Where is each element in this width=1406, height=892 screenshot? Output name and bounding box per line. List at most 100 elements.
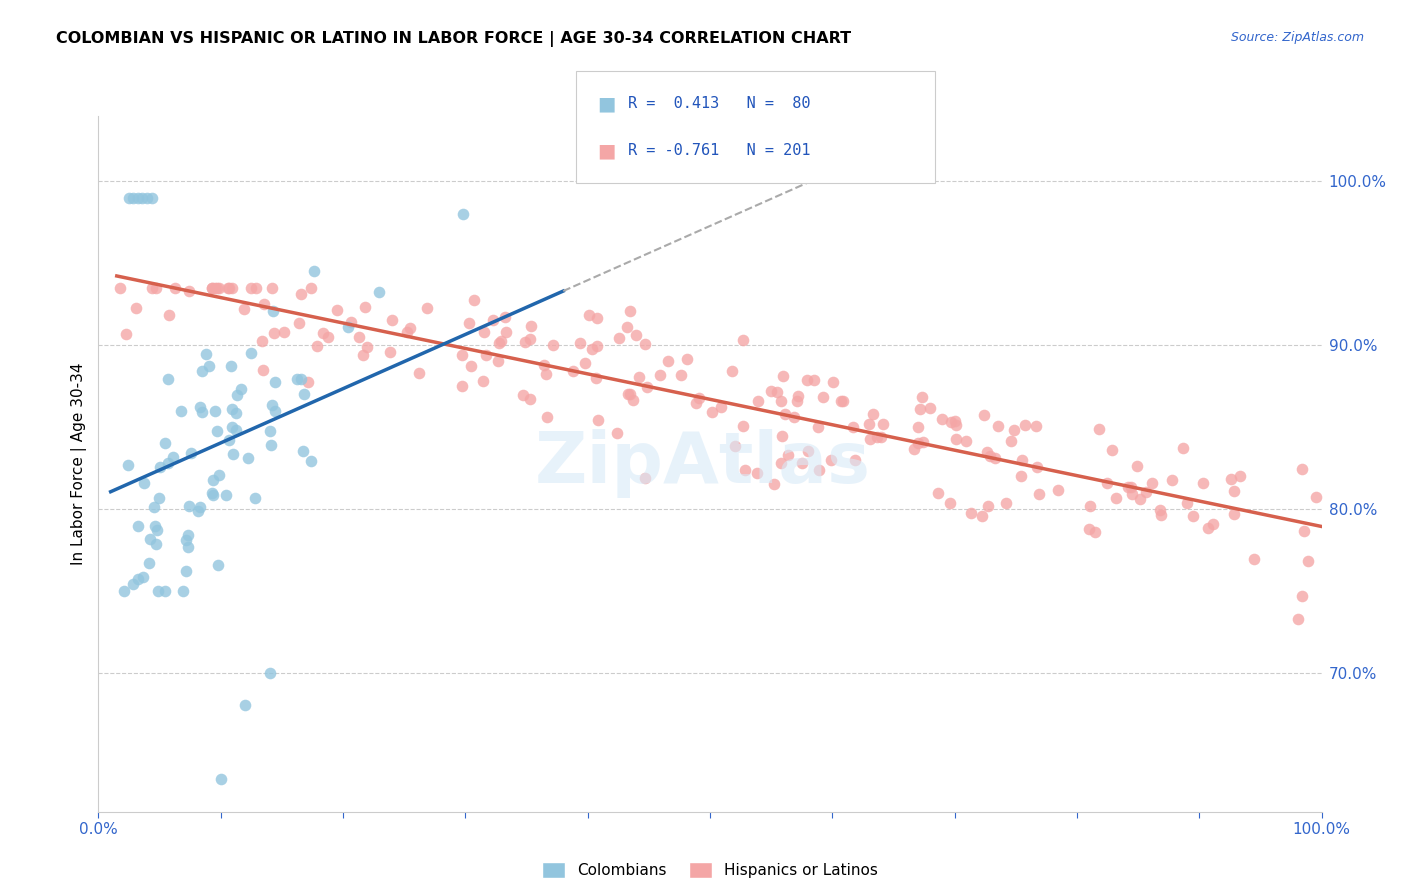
Point: [416, 301, 439, 315]
Point: [959, 506, 981, 520]
Point: [156, 372, 179, 386]
Point: [657, 353, 679, 368]
Point: [1288, 611, 1310, 625]
Point: [586, 310, 609, 325]
Point: [191, 364, 214, 378]
Point: [616, 319, 638, 334]
Point: [797, 443, 820, 458]
Point: [772, 369, 794, 384]
Point: [146, 583, 169, 598]
Point: [451, 379, 474, 393]
Point: [1002, 423, 1025, 437]
Point: [700, 405, 723, 419]
Point: [787, 389, 810, 403]
Point: [368, 285, 391, 299]
Point: [578, 308, 600, 322]
Point: [830, 394, 852, 409]
Point: [191, 405, 214, 419]
Point: [1173, 441, 1195, 455]
Point: [299, 281, 322, 295]
Point: [260, 281, 283, 295]
Point: [194, 347, 217, 361]
Text: ZipAtlas: ZipAtlas: [536, 429, 870, 499]
Point: [142, 500, 165, 515]
Point: [519, 318, 541, 333]
Point: [770, 429, 793, 443]
Point: [198, 359, 221, 373]
Point: [607, 331, 630, 345]
Point: [955, 434, 977, 448]
Point: [1025, 419, 1047, 434]
Point: [1078, 499, 1101, 513]
Point: [149, 459, 172, 474]
Point: [475, 348, 498, 362]
Point: [976, 445, 998, 459]
Point: [162, 450, 184, 464]
Point: [987, 419, 1010, 434]
Point: [201, 281, 224, 295]
Point: [581, 342, 603, 356]
Point: [157, 456, 180, 470]
Point: [733, 333, 755, 347]
Point: [312, 326, 335, 340]
Point: [337, 319, 360, 334]
Point: [858, 417, 880, 431]
Point: [1175, 496, 1198, 510]
Point: [472, 374, 495, 388]
Point: [842, 420, 865, 434]
Point: [1101, 443, 1123, 458]
Point: [1000, 434, 1022, 449]
Point: [747, 466, 769, 480]
Point: [222, 447, 245, 461]
Point: [176, 564, 198, 578]
Point: [205, 424, 228, 438]
Point: [979, 449, 1001, 463]
Point: [927, 486, 949, 500]
Point: [844, 453, 866, 467]
Text: ■: ■: [598, 141, 616, 161]
Point: [1025, 459, 1047, 474]
Point: [273, 325, 295, 339]
Point: [121, 191, 143, 205]
Point: [1095, 476, 1118, 491]
Point: [177, 540, 200, 554]
Point: [1192, 475, 1215, 490]
Point: [305, 339, 328, 353]
Point: [482, 313, 505, 327]
Point: [263, 375, 285, 389]
Point: [1078, 522, 1101, 536]
Point: [513, 335, 536, 350]
Point: [811, 390, 834, 404]
Point: [354, 300, 377, 314]
Point: [533, 358, 555, 372]
Text: ■: ■: [598, 94, 616, 113]
Point: [1028, 487, 1050, 501]
Point: [973, 409, 995, 423]
Point: [316, 330, 339, 344]
Point: [1223, 483, 1246, 498]
Point: [233, 698, 256, 713]
Point: [177, 528, 200, 542]
Point: [792, 456, 814, 470]
Point: [259, 424, 281, 438]
Point: [285, 372, 308, 386]
Point: [970, 508, 993, 523]
Point: [209, 772, 232, 786]
Point: [731, 418, 754, 433]
Point: [832, 393, 855, 408]
Point: [146, 524, 169, 538]
Point: [205, 281, 228, 295]
Point: [908, 401, 931, 416]
Point: [225, 388, 247, 402]
Point: [807, 463, 830, 477]
Point: [292, 387, 315, 401]
Point: [769, 393, 792, 408]
Point: [125, 301, 148, 316]
Point: [606, 425, 628, 440]
Point: [1135, 484, 1157, 499]
Point: [349, 330, 371, 344]
Point: [939, 415, 962, 429]
Point: [172, 583, 194, 598]
Point: [145, 281, 167, 295]
Point: [218, 281, 240, 295]
